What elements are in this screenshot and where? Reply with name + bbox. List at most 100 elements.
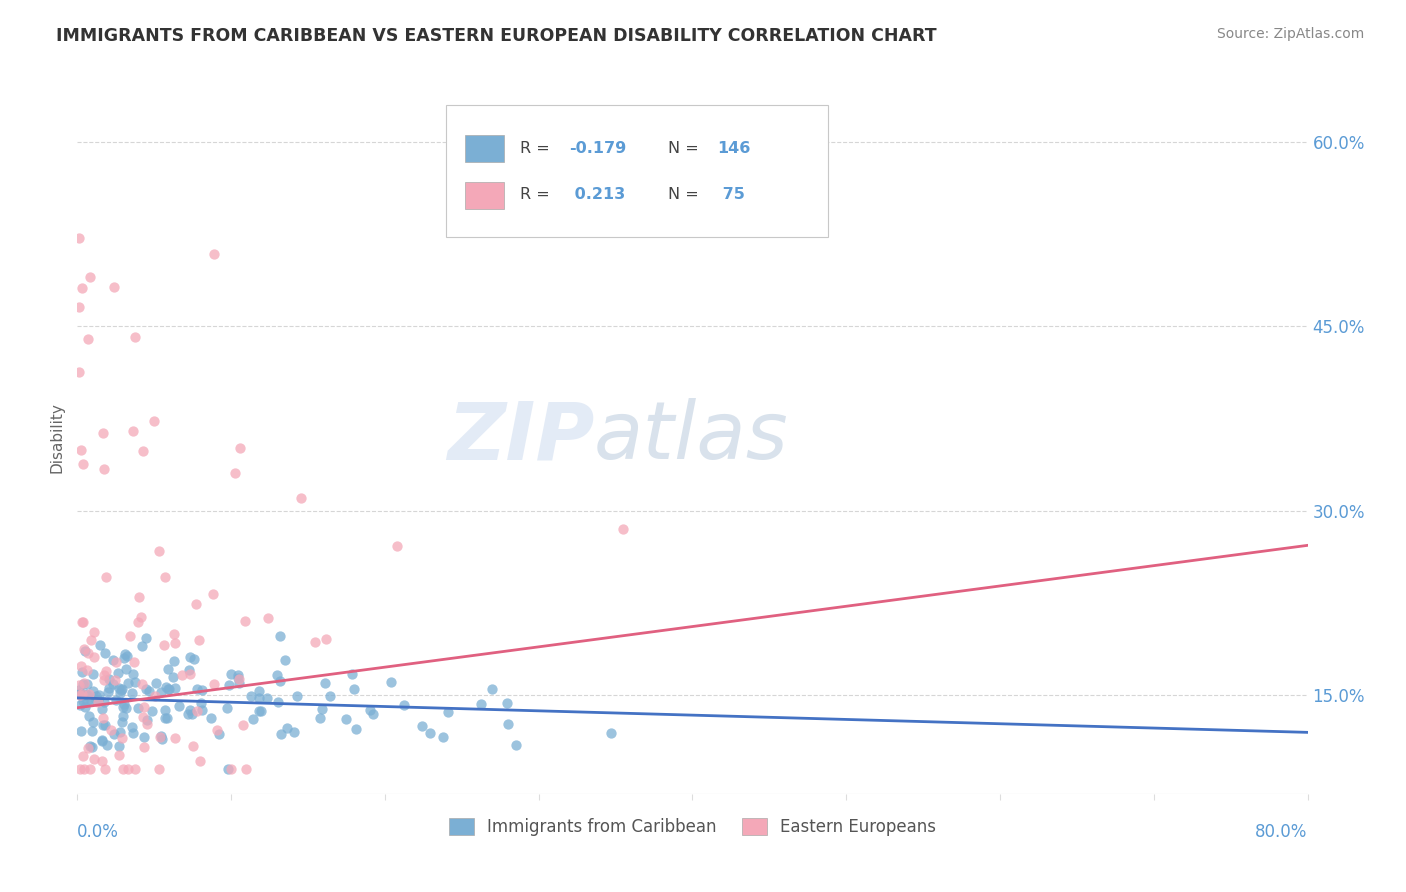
Point [91, 734, 114, 748]
FancyBboxPatch shape [465, 182, 505, 209]
Point [129, 610, 152, 624]
Point [190, 697, 212, 711]
Point [75, 687, 97, 701]
Point [148, 544, 170, 558]
Point [150, 732, 173, 747]
Point [226, 668, 249, 682]
Point [87, 693, 110, 707]
Point [208, 727, 231, 741]
Point [122, 655, 145, 669]
Point [77, 687, 100, 701]
Point [361, 706, 384, 721]
Point [87, 695, 110, 709]
Point [153, 638, 176, 652]
Point [239, 689, 262, 703]
Point [96, 570, 118, 584]
Point [90, 754, 112, 768]
Point [121, 686, 143, 700]
Point [76, 664, 98, 678]
Point [343, 681, 366, 696]
Point [124, 330, 146, 344]
Point [131, 639, 153, 653]
Point [167, 699, 190, 714]
Point [89, 638, 111, 652]
Point [162, 654, 184, 668]
Point [82, 667, 104, 681]
Point [93, 667, 115, 681]
Point [170, 667, 193, 681]
Point [67, 678, 90, 692]
Point [224, 467, 246, 481]
Point [77, 740, 100, 755]
Point [335, 712, 357, 726]
Point [79, 762, 101, 776]
Point [82, 739, 104, 754]
Point [72, 457, 94, 471]
Point [242, 712, 264, 726]
Text: ZIP: ZIP [447, 398, 595, 476]
Point [108, 686, 131, 700]
Point [67, 231, 90, 245]
Text: 0.213: 0.213 [569, 187, 626, 202]
Point [163, 627, 186, 641]
Point [385, 540, 408, 554]
Point [80, 693, 103, 707]
Point [82, 684, 104, 698]
Point [269, 673, 291, 688]
Point [73, 676, 96, 690]
Point [93, 695, 115, 709]
Point [191, 682, 214, 697]
Point [122, 726, 145, 740]
Point [138, 683, 160, 698]
Point [69, 688, 91, 702]
Point [155, 703, 177, 717]
Point [98, 681, 121, 695]
Point [314, 676, 336, 690]
Point [127, 701, 149, 715]
Point [91, 426, 114, 441]
Point [72, 749, 94, 764]
Point [269, 629, 291, 643]
Point [108, 747, 131, 762]
Point [82, 714, 104, 729]
Point [77, 646, 100, 660]
Point [232, 718, 254, 732]
Point [93, 646, 115, 660]
Point [70, 615, 93, 629]
Point [76, 694, 98, 708]
Point [124, 675, 146, 690]
Point [148, 762, 170, 776]
Point [108, 725, 131, 739]
Point [219, 762, 242, 776]
Point [93, 673, 115, 687]
Point [101, 677, 124, 691]
Point [70, 723, 93, 738]
Point [188, 754, 211, 768]
Point [219, 666, 242, 681]
Point [163, 681, 186, 695]
Point [186, 681, 208, 696]
Point [76, 689, 98, 703]
Point [112, 709, 135, 723]
Point [117, 675, 139, 690]
Point [72, 694, 94, 708]
Point [70, 443, 93, 458]
Point [143, 689, 166, 703]
Point [411, 719, 433, 733]
Point [156, 711, 179, 725]
Point [70, 280, 93, 294]
Text: N =: N = [668, 187, 704, 202]
Point [155, 680, 177, 694]
Point [200, 711, 222, 725]
Point [103, 280, 125, 294]
Text: 146: 146 [717, 141, 751, 155]
Point [107, 681, 129, 695]
Point [270, 727, 292, 741]
Point [73, 762, 96, 776]
Point [111, 762, 134, 776]
Point [134, 700, 156, 714]
Point [163, 636, 186, 650]
Point [202, 677, 225, 691]
Point [122, 424, 145, 438]
Point [188, 633, 211, 648]
